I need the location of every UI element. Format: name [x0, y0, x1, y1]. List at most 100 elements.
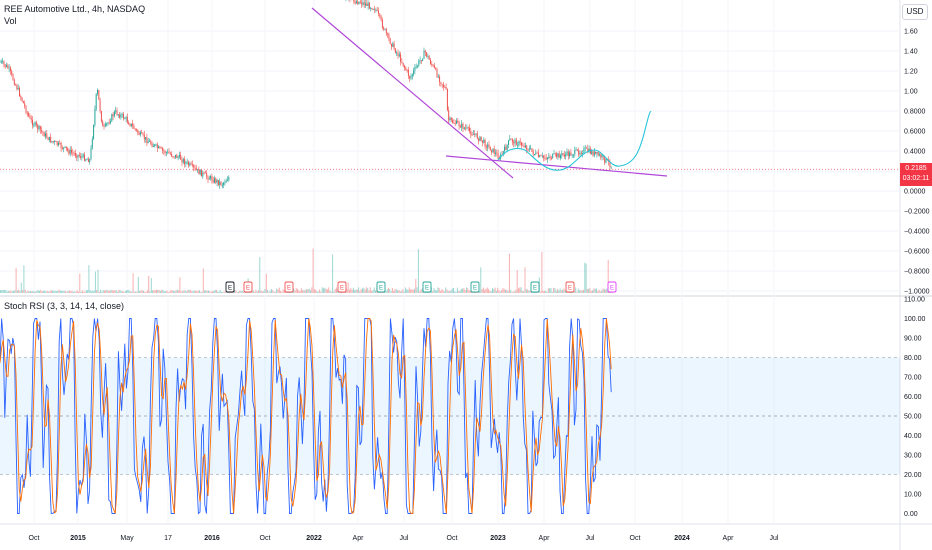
candle-body	[391, 43, 392, 47]
candle-body	[54, 141, 56, 142]
price-axis[interactable]: 1.601.401.201.000.80000.60000.40000.2000…	[904, 29, 930, 296]
time-tick-label: Oct	[29, 535, 40, 542]
time-tick-label: 2022	[306, 535, 322, 542]
candle-body	[462, 123, 464, 129]
volume-bar	[37, 290, 39, 293]
volume-bar	[176, 289, 178, 293]
candle-body	[64, 146, 66, 148]
volume-bar	[557, 289, 558, 293]
candle-body	[375, 9, 377, 11]
candle-body	[184, 159, 186, 165]
volume-bar	[274, 291, 276, 293]
rsi-axis[interactable]: 110.00 100.00 90.00 80.00 70.00 60.00 50.00 40.…	[904, 297, 926, 519]
candle-body	[528, 148, 530, 150]
volume-bar	[365, 287, 367, 293]
volume-bar	[398, 290, 400, 293]
volume-bar	[507, 290, 509, 293]
candle-body	[478, 138, 480, 141]
volume-bar	[16, 290, 18, 293]
candle-body	[19, 87, 20, 97]
candle-body	[470, 131, 472, 135]
stoch-d-line	[0, 318, 612, 515]
volume-bar	[421, 288, 423, 293]
time-tick-label: Jul	[400, 535, 409, 542]
volume-bar	[96, 290, 98, 293]
candle-body	[65, 146, 67, 149]
volume-bar	[577, 288, 579, 293]
candle-body	[463, 127, 465, 129]
stoch-rsi-label[interactable]: Stoch RSI (3, 3, 14, 14, close)	[4, 301, 125, 311]
candle-body	[610, 166, 612, 168]
volume-bar	[241, 290, 243, 293]
time-axis[interactable]: Oct 2015 May 17 2016 Oct 2022 Apr Jul Oct 2023 Apr J…	[29, 535, 779, 542]
volume-bar	[494, 287, 496, 293]
volume-bar	[27, 290, 29, 293]
volume-bar	[527, 289, 529, 293]
candle-body	[111, 114, 113, 122]
candle-body	[133, 125, 135, 129]
volume-bar	[547, 288, 549, 293]
symbol-title[interactable]: REE Automotive Ltd., 4h, NASDAQ	[4, 4, 146, 14]
candle-body	[125, 117, 127, 119]
volume-bar	[33, 291, 35, 293]
volume-bar	[551, 291, 553, 293]
candle-body	[175, 154, 176, 158]
candle-body	[71, 149, 72, 153]
candle-body	[215, 178, 217, 183]
volume-bar	[41, 291, 43, 293]
volume-bar	[109, 290, 111, 293]
volume-bar	[502, 288, 504, 293]
volume-bar	[13, 290, 14, 293]
volume-bar	[562, 289, 564, 293]
candle-body	[130, 123, 132, 126]
candle-body	[430, 59, 431, 64]
volume-bar	[499, 291, 501, 293]
volume-bar	[407, 289, 409, 293]
volume-bar	[364, 289, 366, 293]
volume-bar	[107, 291, 109, 293]
volume-bar	[196, 291, 198, 293]
volume-bar	[139, 290, 141, 293]
candle-body	[539, 155, 541, 157]
volume-bar	[501, 290, 503, 293]
volume-bar	[317, 291, 319, 293]
candle-body	[576, 149, 578, 151]
volume-bar	[511, 291, 513, 293]
candle-body	[94, 109, 96, 125]
candle-body	[30, 118, 32, 120]
volume-bar	[210, 291, 212, 293]
volume-bar	[98, 291, 100, 293]
candle-body	[545, 157, 547, 160]
candle-body	[560, 155, 561, 159]
currency-button[interactable]: USD	[902, 4, 928, 20]
support-line	[445, 155, 668, 177]
candle-body	[48, 136, 50, 141]
candle-body	[67, 148, 69, 151]
candle-body	[404, 65, 405, 68]
candle-body	[444, 86, 446, 88]
candle-body	[78, 154, 80, 157]
volume-bar	[324, 287, 326, 293]
volume-bar	[97, 269, 99, 293]
volume-bar	[319, 289, 321, 293]
volume-bar	[329, 290, 331, 293]
volume-bar	[330, 291, 332, 293]
candle-body	[26, 112, 28, 114]
candle-body	[435, 68, 437, 70]
volume-bar	[549, 287, 551, 293]
candle-body	[21, 97, 23, 102]
volume-bar	[72, 291, 74, 293]
volume-bar	[388, 287, 389, 293]
candle-body	[124, 118, 126, 120]
candle-body	[515, 139, 517, 146]
volume-bar	[192, 291, 194, 293]
volume-label[interactable]: Vol	[4, 16, 17, 26]
candle-body	[387, 33, 389, 35]
volume-bar	[3, 289, 5, 293]
volume-bar	[599, 291, 601, 293]
event-marker	[470, 281, 480, 293]
volume-bar	[351, 289, 353, 293]
volume-bar	[506, 289, 508, 293]
